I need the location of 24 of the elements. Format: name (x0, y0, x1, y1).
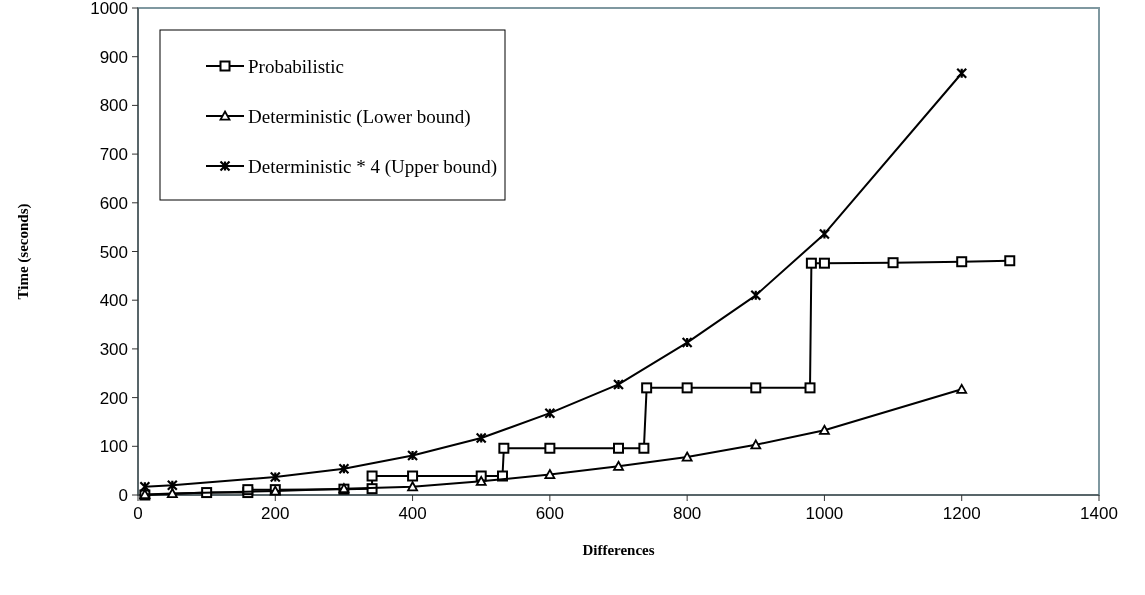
legend-label: Deterministic (Lower bound) (248, 106, 471, 128)
y-tick-label: 100 (99, 437, 128, 457)
y-tick-label: 800 (99, 96, 128, 116)
y-tick-label: 900 (99, 47, 128, 67)
legend-label: Deterministic * 4 (Upper bound) (248, 156, 498, 178)
y-tick-label: 400 (99, 291, 128, 311)
y-tick-label: 500 (99, 242, 128, 262)
x-tick-label: 0 (133, 504, 143, 523)
x-tick-label: 200 (261, 504, 290, 523)
x-tick-label: 1000 (805, 504, 844, 523)
y-tick-label: 200 (99, 388, 128, 408)
x-tick-label: 600 (535, 504, 565, 523)
y-axis-title: Time (seconds) (15, 203, 32, 300)
x-tick-label: 400 (398, 504, 427, 523)
x-tick-label: 1400 (1080, 504, 1118, 523)
x-tick-label: 1200 (942, 504, 981, 523)
y-tick-label: 300 (99, 339, 128, 359)
y-tick-label: 1000 (90, 0, 128, 18)
legend-label: Probabilistic (248, 56, 345, 77)
x-tick-label: 800 (672, 504, 702, 523)
x-axis-title: Differences (582, 542, 655, 558)
y-tick-label: 700 (99, 145, 128, 165)
y-tick-label: 0 (118, 486, 128, 505)
y-tick-label: 600 (99, 193, 128, 213)
